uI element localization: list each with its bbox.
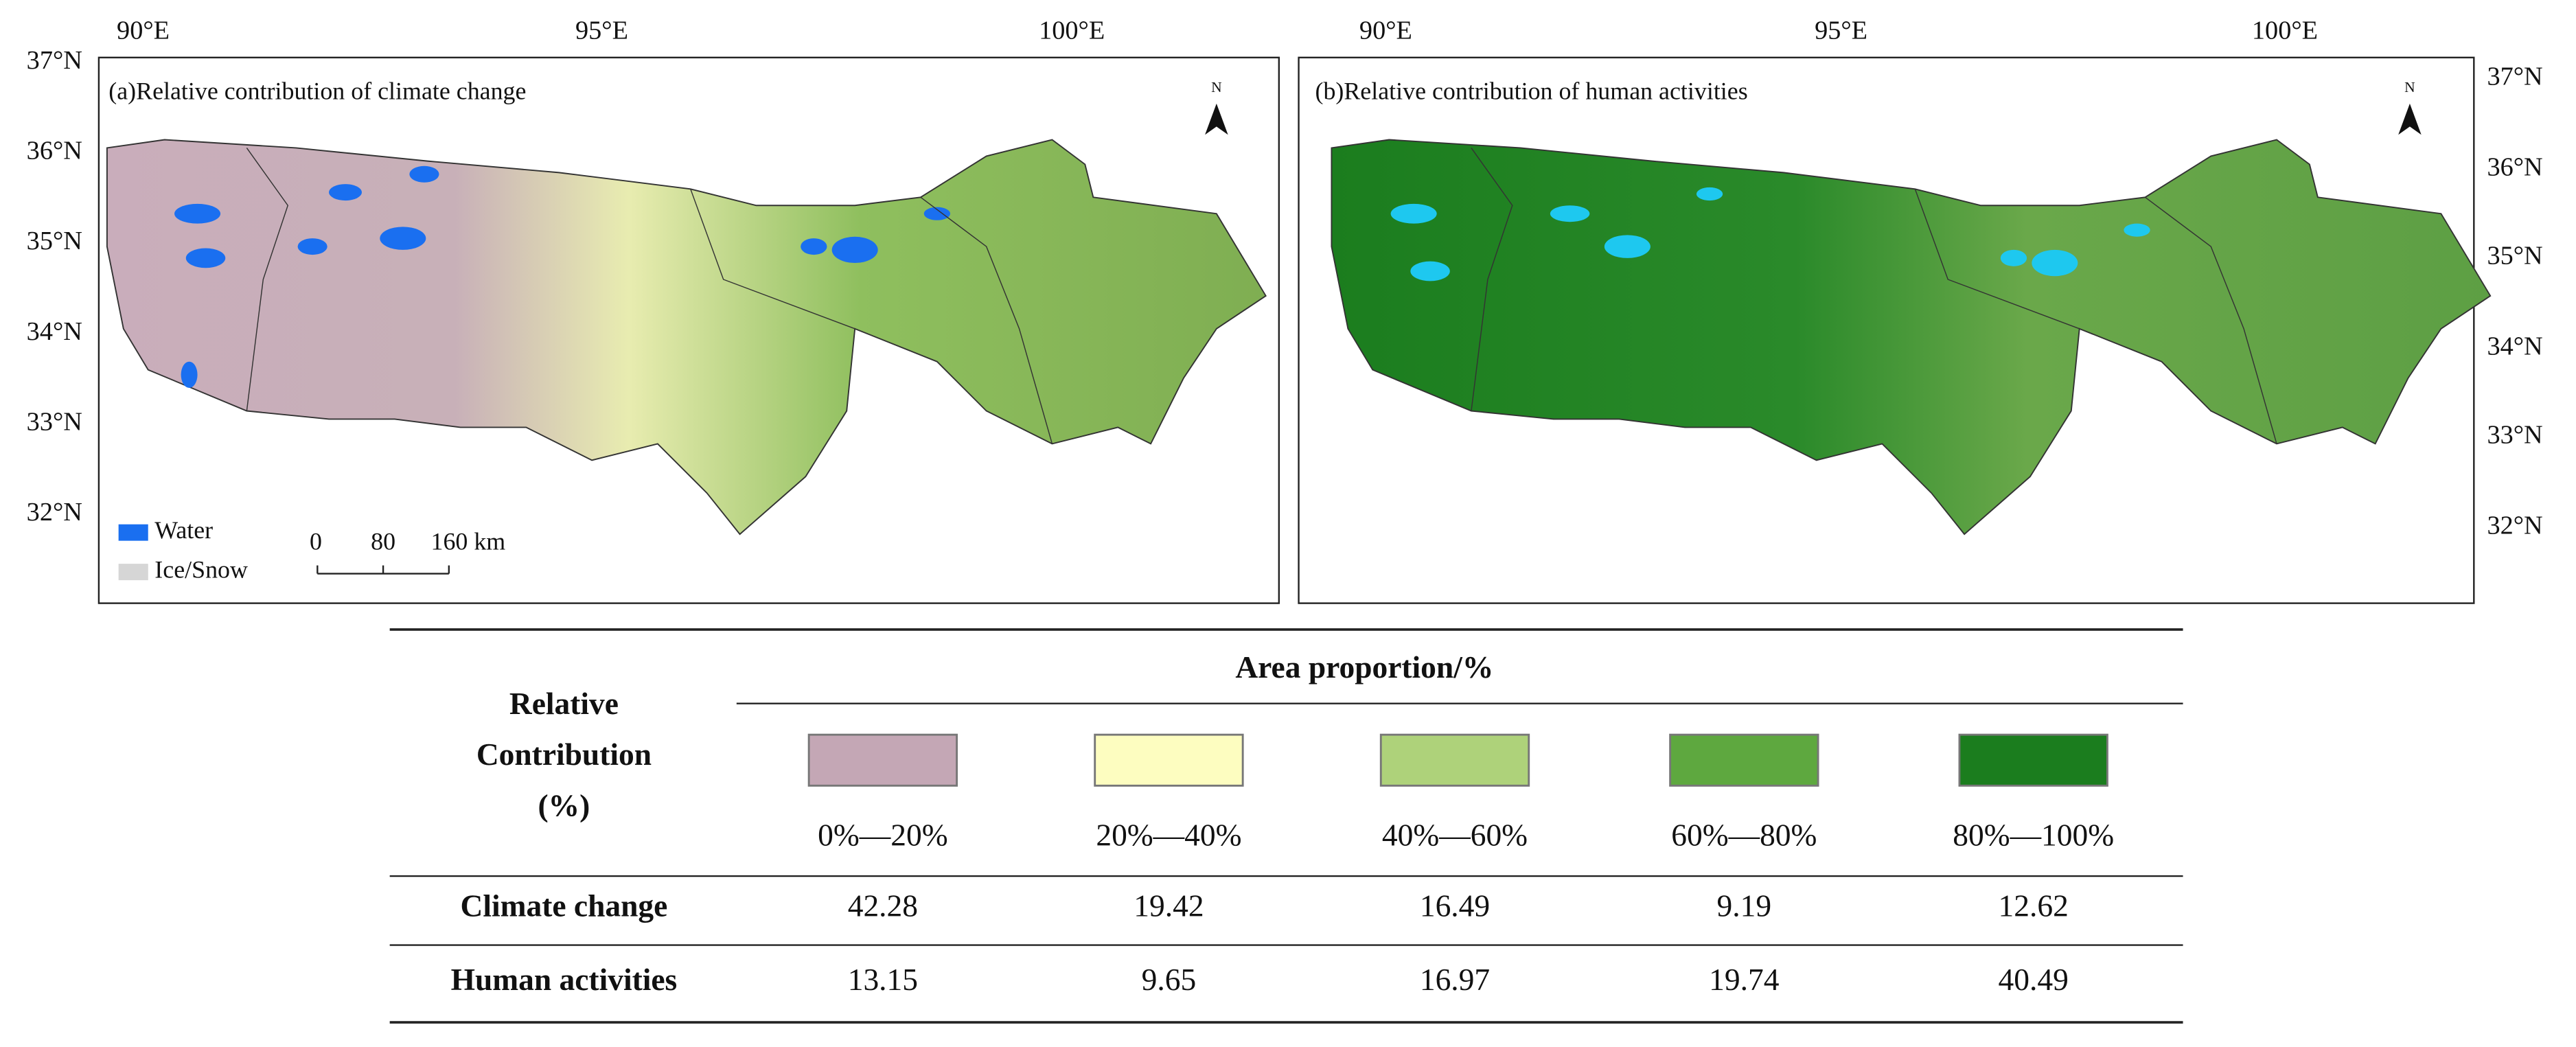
panel-frame [1298, 56, 2475, 604]
row-name: Climate change [461, 888, 668, 923]
cell-value: 19.42 [1134, 888, 1204, 923]
cell-value: 13.15 [848, 962, 918, 997]
scale-label: 160 km [431, 528, 506, 555]
lat-label: 36°N [2487, 152, 2542, 181]
class-swatch [1958, 733, 2108, 787]
scale-label: 0 [310, 528, 322, 555]
row-name: Human activities [451, 962, 678, 997]
class-label: 40%—60% [1382, 817, 1528, 852]
panel-title: (b)Relative contribution of human activi… [1315, 78, 1748, 105]
table-header: Area proportion/% [1235, 649, 1493, 684]
class-label: 20%—40% [1096, 817, 1241, 852]
lon-label: 90°E [1359, 16, 1412, 45]
class-swatch [1669, 733, 1819, 787]
class-swatch [1094, 733, 1244, 787]
north-label: N [2404, 79, 2415, 95]
cell-value: 16.49 [1420, 888, 1490, 923]
class-label: 80%—100% [1953, 817, 2114, 852]
lat-label: 33°N [27, 407, 82, 436]
lat-label: 34°N [27, 317, 82, 346]
cell-value: 16.97 [1420, 962, 1490, 997]
cell-value: 12.62 [1999, 888, 2069, 923]
cell-value: 42.28 [848, 888, 918, 923]
lat-label: 36°N [27, 136, 82, 165]
table-rules [389, 628, 2183, 1024]
panel-title: (a)Relative contribution of climate chan… [108, 78, 526, 105]
map-b [1331, 139, 2492, 536]
lat-label: 32°N [2487, 511, 2542, 540]
legend-label: Water [154, 516, 213, 544]
north-label: N [1211, 79, 1222, 95]
lon-label: 90°E [117, 16, 170, 45]
class-swatch [807, 733, 958, 787]
class-label: 0%—20% [818, 817, 947, 852]
scale-bar [317, 565, 450, 575]
legend-swatch [118, 524, 148, 541]
panel-frame [97, 56, 1280, 604]
lon-label: 100°E [1039, 16, 1105, 45]
cell-value: 19.74 [1709, 962, 1780, 997]
class-swatch [1379, 733, 1530, 787]
row-header: Contribution [476, 737, 652, 772]
lon-label: 95°E [1815, 16, 1867, 45]
lat-label: 35°N [27, 227, 82, 255]
lat-label: 37°N [27, 46, 82, 75]
row-header: Relative [509, 686, 619, 721]
class-label: 60%—80% [1671, 817, 1817, 852]
cell-value: 9.65 [1142, 962, 1197, 997]
legend-label: Ice/Snow [154, 555, 248, 583]
legend-swatch [118, 564, 148, 581]
lat-label: 37°N [2487, 62, 2542, 91]
lat-label: 34°N [2487, 332, 2542, 360]
lat-label: 33°N [2487, 421, 2542, 450]
cell-value: 40.49 [1999, 962, 2069, 997]
lat-label: 32°N [27, 498, 82, 527]
row-header: (%) [538, 787, 590, 822]
north-arrow: N N [1205, 79, 2422, 135]
lon-label: 95°E [575, 16, 628, 45]
cell-value: 9.19 [1717, 888, 1772, 923]
scale-label: 80 [371, 528, 395, 555]
lon-label: 100°E [2252, 16, 2318, 45]
map-a [106, 139, 1267, 536]
lat-label: 35°N [2487, 242, 2542, 271]
